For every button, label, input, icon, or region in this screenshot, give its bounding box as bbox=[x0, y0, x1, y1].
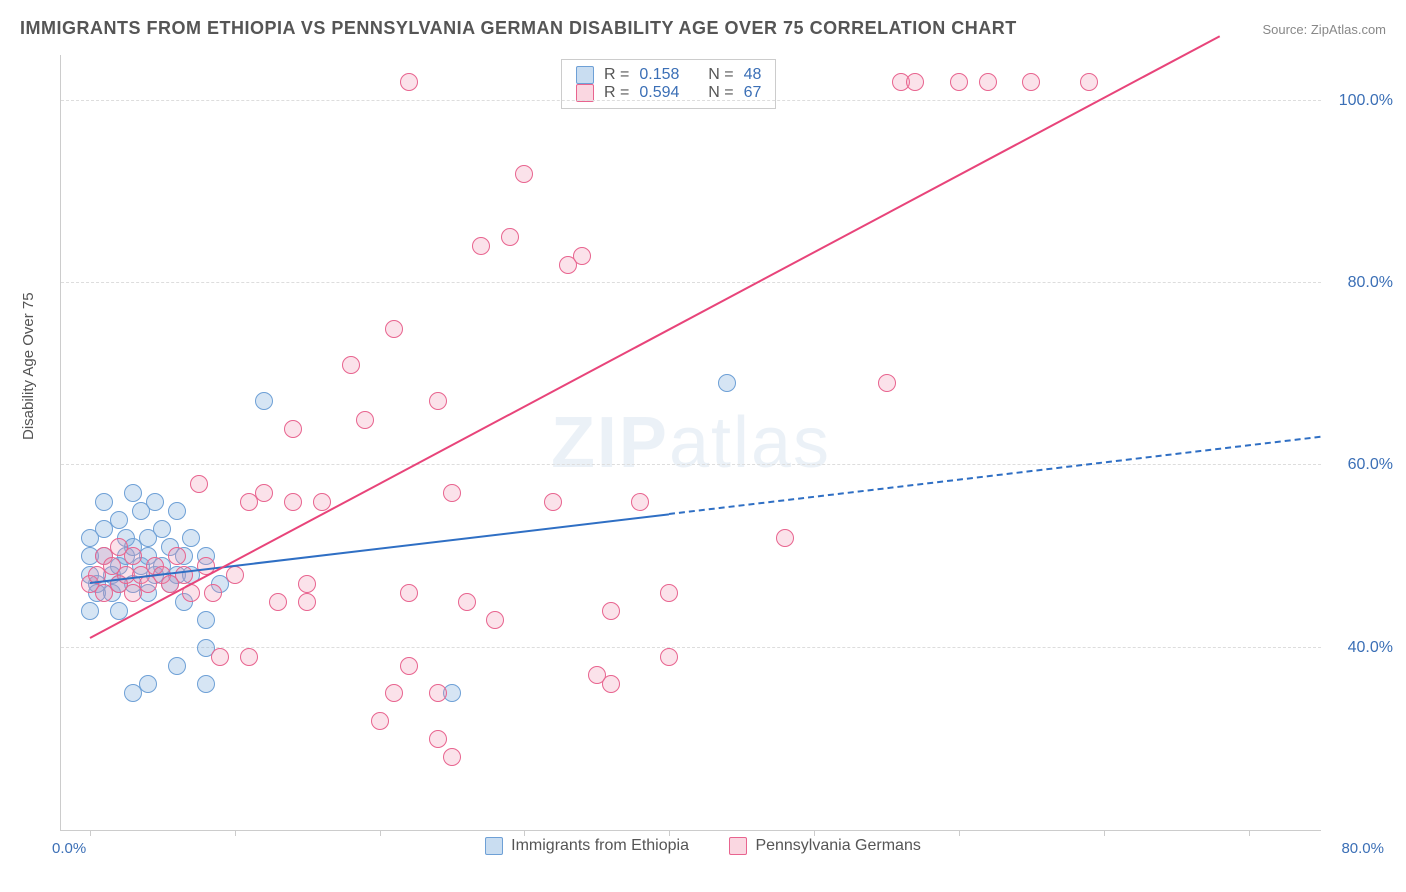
trend-line bbox=[89, 35, 1220, 639]
data-point bbox=[486, 611, 504, 629]
gridline bbox=[61, 100, 1321, 101]
gridline bbox=[61, 464, 1321, 465]
data-point bbox=[204, 584, 222, 602]
data-point bbox=[602, 675, 620, 693]
data-point bbox=[400, 73, 418, 91]
y-tick-label: 40.0% bbox=[1329, 639, 1393, 657]
data-point bbox=[573, 247, 591, 265]
data-point bbox=[175, 566, 193, 584]
data-point bbox=[153, 520, 171, 538]
data-point bbox=[81, 602, 99, 620]
legend-bottom: Immigrants from Ethiopia Pennsylvania Ge… bbox=[0, 837, 1406, 860]
data-point bbox=[443, 484, 461, 502]
data-point bbox=[342, 356, 360, 374]
x-tick bbox=[380, 830, 381, 836]
data-point bbox=[146, 493, 164, 511]
y-tick-label: 60.0% bbox=[1329, 456, 1393, 474]
data-point bbox=[458, 593, 476, 611]
trend-line bbox=[669, 436, 1321, 515]
data-point bbox=[211, 648, 229, 666]
data-point bbox=[124, 484, 142, 502]
data-point bbox=[400, 584, 418, 602]
data-point bbox=[515, 165, 533, 183]
data-point bbox=[298, 575, 316, 593]
chart-title: IMMIGRANTS FROM ETHIOPIA VS PENNSYLVANIA… bbox=[20, 18, 1017, 39]
data-point bbox=[429, 684, 447, 702]
swatch-ethiopia-icon bbox=[485, 837, 503, 855]
data-point bbox=[472, 237, 490, 255]
data-point bbox=[544, 493, 562, 511]
data-point bbox=[284, 420, 302, 438]
data-point bbox=[385, 320, 403, 338]
x-tick bbox=[90, 830, 91, 836]
gridline bbox=[61, 282, 1321, 283]
data-point bbox=[631, 493, 649, 511]
data-point bbox=[660, 584, 678, 602]
data-point bbox=[298, 593, 316, 611]
data-point bbox=[776, 529, 794, 547]
data-point bbox=[139, 675, 157, 693]
x-tick bbox=[235, 830, 236, 836]
data-point bbox=[906, 73, 924, 91]
data-point bbox=[269, 593, 287, 611]
data-point bbox=[197, 611, 215, 629]
data-point bbox=[718, 374, 736, 392]
data-point bbox=[168, 502, 186, 520]
data-point bbox=[501, 228, 519, 246]
data-point bbox=[371, 712, 389, 730]
data-point bbox=[950, 73, 968, 91]
legend-row-ethiopia: R = 0.158 N = 48 bbox=[576, 66, 761, 84]
data-point bbox=[1022, 73, 1040, 91]
data-point bbox=[660, 648, 678, 666]
data-point bbox=[385, 684, 403, 702]
data-point bbox=[168, 547, 186, 565]
x-tick bbox=[669, 830, 670, 836]
data-point bbox=[878, 374, 896, 392]
source-label: Source: ZipAtlas.com bbox=[1262, 22, 1386, 37]
data-point bbox=[429, 392, 447, 410]
data-point bbox=[95, 493, 113, 511]
data-point bbox=[240, 648, 258, 666]
y-tick-label: 100.0% bbox=[1329, 92, 1393, 110]
legend-stats: R = 0.158 N = 48 R = 0.594 N = 67 bbox=[561, 59, 776, 109]
x-tick bbox=[524, 830, 525, 836]
x-tick bbox=[1104, 830, 1105, 836]
data-point bbox=[182, 529, 200, 547]
watermark: ZIPatlas bbox=[551, 402, 831, 484]
data-point bbox=[124, 547, 142, 565]
data-point bbox=[1080, 73, 1098, 91]
legend-item-ethiopia: Immigrants from Ethiopia bbox=[485, 837, 689, 855]
data-point bbox=[110, 511, 128, 529]
data-point bbox=[255, 484, 273, 502]
y-axis-label: Disability Age Over 75 bbox=[20, 292, 37, 440]
data-point bbox=[356, 411, 374, 429]
plot-area: ZIPatlas R = 0.158 N = 48 R = 0.594 N = … bbox=[60, 55, 1321, 831]
data-point bbox=[400, 657, 418, 675]
x-tick bbox=[1249, 830, 1250, 836]
swatch-pagerman-icon bbox=[729, 837, 747, 855]
data-point bbox=[168, 657, 186, 675]
data-point bbox=[255, 392, 273, 410]
data-point bbox=[979, 73, 997, 91]
swatch-ethiopia bbox=[576, 66, 594, 84]
data-point bbox=[226, 566, 244, 584]
data-point bbox=[443, 748, 461, 766]
y-tick-label: 80.0% bbox=[1329, 274, 1393, 292]
data-point bbox=[313, 493, 331, 511]
data-point bbox=[197, 675, 215, 693]
data-point bbox=[602, 602, 620, 620]
x-tick bbox=[814, 830, 815, 836]
data-point bbox=[429, 730, 447, 748]
x-tick bbox=[959, 830, 960, 836]
data-point bbox=[284, 493, 302, 511]
data-point bbox=[190, 475, 208, 493]
legend-item-pagerman: Pennsylvania Germans bbox=[729, 837, 920, 855]
